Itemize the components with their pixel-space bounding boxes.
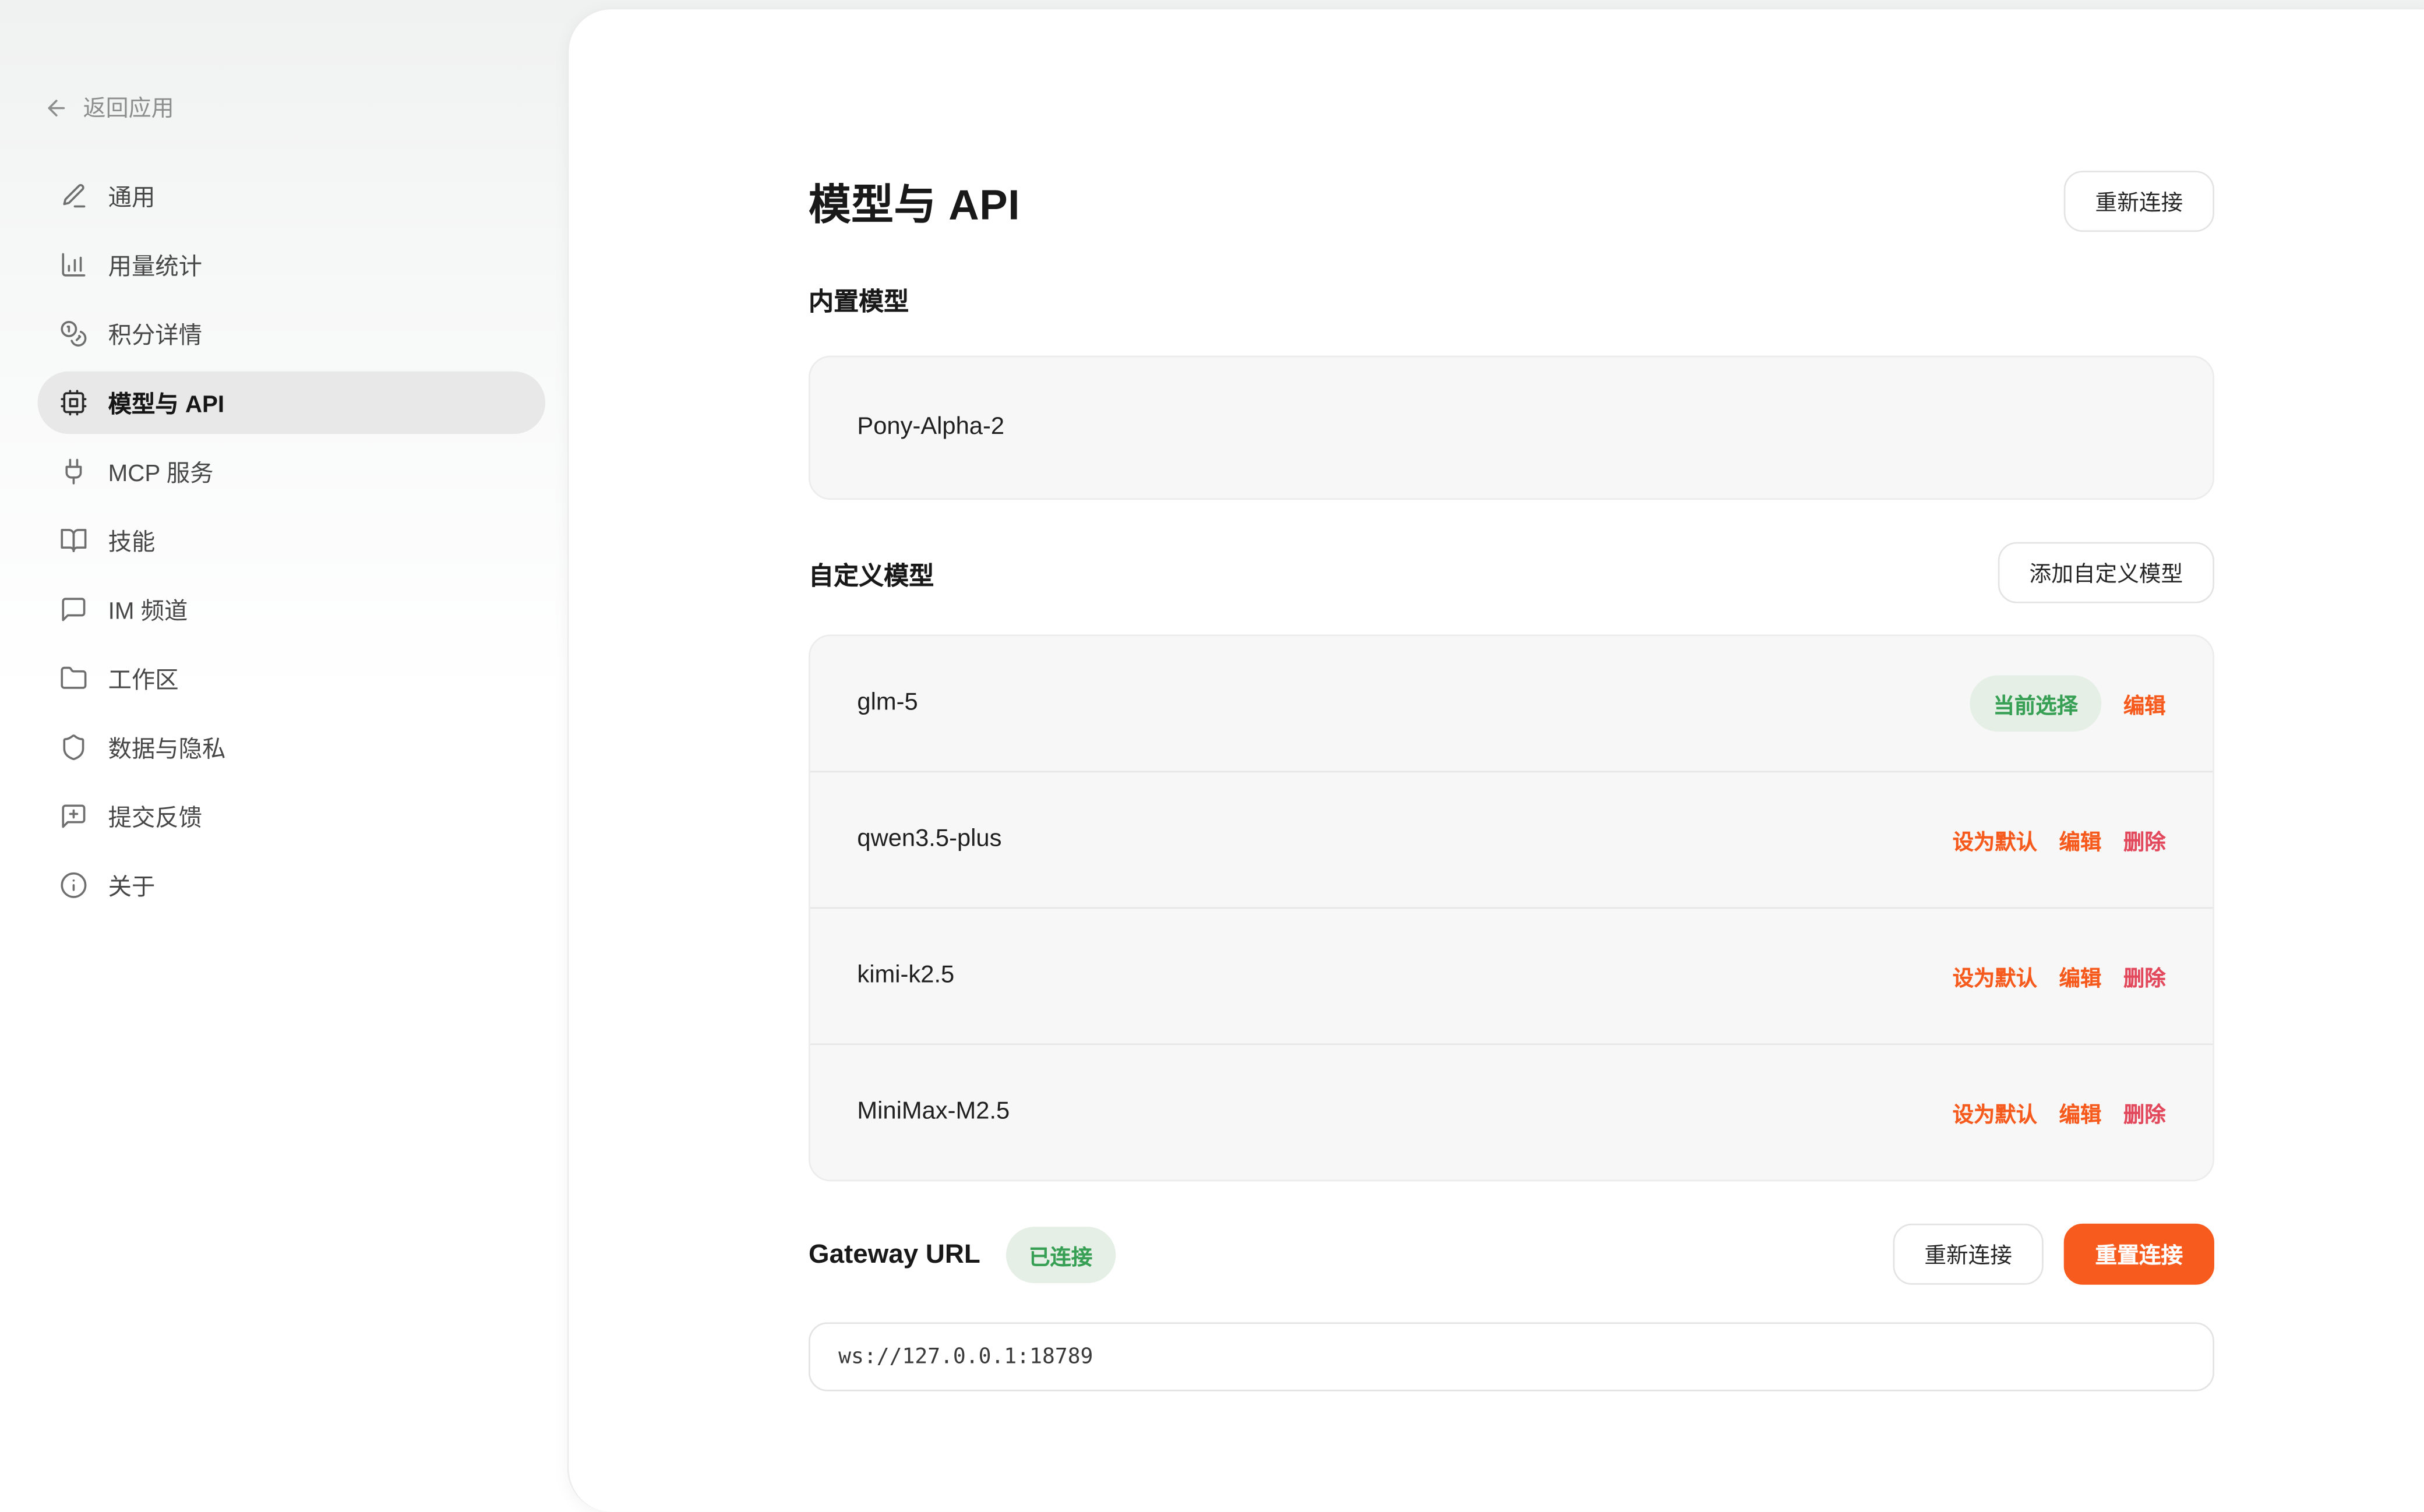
gateway-reset-button[interactable]: 重置连接 — [2063, 1223, 2214, 1285]
custom-models-header: 自定义模型 添加自定义模型 — [809, 542, 2214, 603]
sidebar-item-models-api[interactable]: 模型与 API — [37, 371, 546, 434]
add-custom-model-button[interactable]: 添加自定义模型 — [1998, 542, 2214, 603]
edit-link[interactable]: 编辑 — [2123, 694, 2166, 718]
models-api-content: 模型与 API 重新连接 内置模型 Pony-Alpha-2 自定义模型 添加自… — [569, 9, 2424, 1454]
book-icon — [59, 527, 87, 554]
chat-icon — [59, 595, 87, 623]
gateway-url-input[interactable] — [809, 1322, 2214, 1391]
gateway-url-label: Gateway URL — [809, 1238, 980, 1269]
model-row-actions: 当前选择 编辑 — [1970, 675, 2166, 732]
sidebar-item-label: 用量统计 — [108, 253, 203, 280]
reconnect-button[interactable]: 重新连接 — [2063, 171, 2214, 232]
sidebar-nav: 通用 用量统计 积分详情 模型与 API — [37, 164, 546, 917]
delete-link[interactable]: 删除 — [2123, 1103, 2166, 1127]
sidebar-item-label: 工作区 — [108, 666, 179, 694]
sidebar-item-im-channels[interactable]: IM 频道 — [38, 578, 546, 641]
feedback-icon — [59, 802, 87, 830]
bar-chart-icon — [59, 250, 87, 278]
arrow-left-icon — [44, 95, 69, 120]
settings-sidebar: 返回应用 通用 用量统计 积分详情 — [0, 0, 567, 1512]
page-header: 模型与 API 重新连接 — [809, 171, 2214, 232]
info-icon — [59, 871, 87, 899]
model-row-actions: 设为默认 编辑 删除 — [1953, 1097, 2166, 1128]
model-row-actions: 设为默认 编辑 删除 — [1953, 824, 2166, 856]
sidebar-item-usage-stats[interactable]: 用量统计 — [38, 234, 546, 296]
sidebar-item-label: 提交反馈 — [108, 804, 203, 832]
pen-icon — [59, 182, 87, 210]
model-name: qwen3.5-plus — [857, 825, 1002, 853]
builtin-model-name: Pony-Alpha-2 — [857, 414, 1005, 440]
sidebar-item-label: 通用 — [108, 184, 156, 211]
model-name: MiniMax-M2.5 — [857, 1098, 1010, 1125]
model-row-glm-5: glm-5 当前选择 编辑 — [810, 636, 2213, 771]
delete-link[interactable]: 删除 — [2123, 830, 2166, 854]
gateway-reconnect-button[interactable]: 重新连接 — [1893, 1223, 2044, 1285]
gateway-header: Gateway URL 已连接 重新连接 重置连接 — [809, 1223, 2214, 1285]
model-name: kimi-k2.5 — [857, 962, 955, 989]
coins-icon — [59, 320, 87, 348]
back-to-app-link[interactable]: 返回应用 — [44, 91, 545, 123]
shield-icon — [59, 733, 87, 761]
sidebar-item-workspace[interactable]: 工作区 — [38, 647, 546, 710]
sidebar-item-data-privacy[interactable]: 数据与隐私 — [38, 716, 546, 779]
model-name: glm-5 — [857, 689, 918, 716]
sidebar-item-about[interactable]: 关于 — [38, 854, 546, 917]
sidebar-item-label: MCP 服务 — [108, 460, 214, 487]
sidebar-item-label: 积分详情 — [108, 322, 203, 349]
plug-icon — [59, 457, 87, 485]
edit-link[interactable]: 编辑 — [2059, 830, 2102, 854]
gateway-buttons: 重新连接 重置连接 — [1893, 1223, 2214, 1285]
sidebar-item-label: 关于 — [108, 873, 156, 900]
set-default-link[interactable]: 设为默认 — [1952, 830, 2037, 854]
sidebar-item-general[interactable]: 通用 — [38, 164, 546, 227]
folder-icon — [59, 665, 87, 693]
custom-models-section-title: 自定义模型 — [809, 563, 934, 590]
page-title: 模型与 API — [809, 182, 1020, 229]
model-row-minimax: MiniMax-M2.5 设为默认 编辑 删除 — [810, 1043, 2213, 1180]
sidebar-item-label: 技能 — [108, 528, 156, 556]
delete-link[interactable]: 删除 — [2123, 966, 2166, 991]
sidebar-item-label: IM 频道 — [108, 598, 188, 624]
gateway-label-group: Gateway URL 已连接 — [809, 1225, 1116, 1283]
cpu-icon — [59, 388, 87, 416]
builtin-models-section-title: 内置模型 — [809, 289, 909, 317]
model-row-qwen: qwen3.5-plus 设为默认 编辑 删除 — [810, 771, 2213, 907]
custom-models-card: glm-5 当前选择 编辑 qwen3.5-plus 设为默认 编辑 删除 — [809, 634, 2214, 1182]
sidebar-item-mcp[interactable]: MCP 服务 — [38, 440, 546, 503]
sidebar-item-skills[interactable]: 技能 — [38, 509, 546, 572]
builtin-models-card: Pony-Alpha-2 — [809, 355, 2214, 500]
model-row-kimi: kimi-k2.5 设为默认 编辑 删除 — [810, 907, 2213, 1044]
model-row-actions: 设为默认 编辑 删除 — [1953, 960, 2166, 992]
sidebar-item-label: 数据与隐私 — [108, 735, 226, 762]
sidebar-item-label: 模型与 API — [108, 391, 225, 418]
set-default-link[interactable]: 设为默认 — [1952, 1103, 2037, 1127]
current-selection-badge: 当前选择 — [1970, 675, 2102, 732]
edit-link[interactable]: 编辑 — [2059, 1103, 2102, 1127]
sidebar-item-feedback[interactable]: 提交反馈 — [38, 785, 546, 848]
back-to-app-label: 返回应用 — [83, 97, 174, 122]
connected-status-badge: 已连接 — [1005, 1225, 1116, 1283]
main-panel: 模型与 API 重新连接 内置模型 Pony-Alpha-2 自定义模型 添加自… — [567, 8, 2424, 1512]
set-default-link[interactable]: 设为默认 — [1952, 966, 2037, 991]
sidebar-item-credits[interactable]: 积分详情 — [38, 302, 546, 365]
edit-link[interactable]: 编辑 — [2059, 966, 2102, 991]
